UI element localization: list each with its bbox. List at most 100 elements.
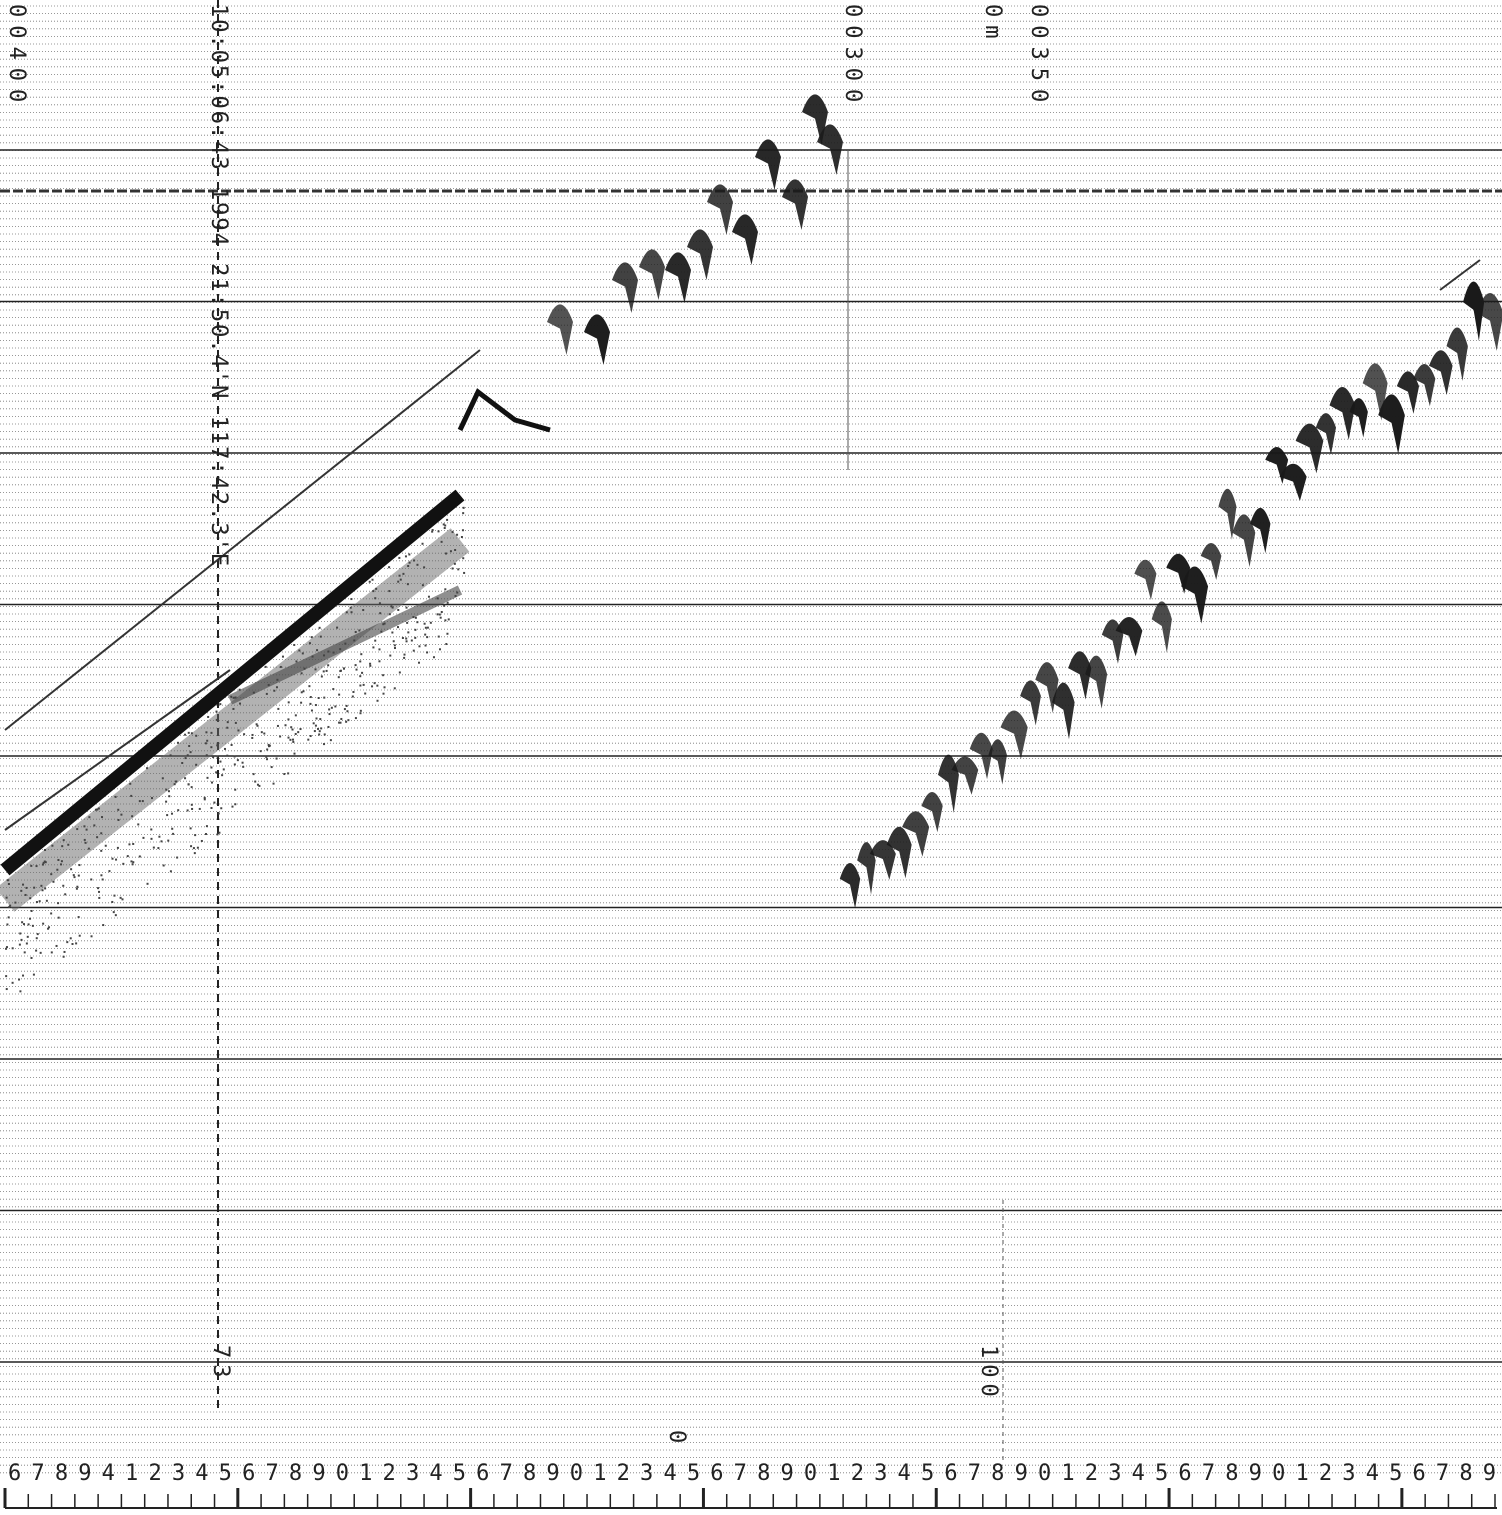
echo-speckle [425, 645, 427, 647]
echo-speckle [44, 849, 46, 851]
echo-speckle [293, 644, 295, 646]
echo-speckle [332, 688, 334, 690]
echo-speckle [176, 857, 178, 859]
echo-speckle [234, 789, 236, 791]
echo-speckle [219, 703, 221, 705]
echo-speckle [320, 727, 322, 729]
echo-speckle [62, 885, 64, 887]
echo-speckle [98, 891, 100, 893]
echo-speckle [139, 800, 141, 802]
echo-speckle [230, 696, 232, 698]
echo-speckle [216, 744, 218, 746]
echo-speckle [338, 694, 340, 696]
echo-speckle [83, 825, 85, 827]
echo-speckle [237, 759, 239, 761]
echo-speckle [42, 923, 44, 925]
echo-speckle [21, 921, 23, 923]
echo-speckle [409, 562, 411, 564]
echo-speckle [216, 833, 218, 835]
echo-speckle [374, 682, 376, 684]
echo-speckle [455, 595, 457, 597]
echo-speckle [375, 588, 377, 590]
echo-speckle [29, 918, 31, 920]
echo-speckle [340, 718, 342, 720]
timestamp: 10:05:06:43 1994 21:50.4'N 117:42.3'E [206, 4, 231, 568]
echo-speckle [413, 559, 415, 561]
echo-speckle [372, 590, 374, 592]
echo-speckle [317, 728, 319, 730]
echo-speckle [235, 722, 237, 724]
echo-speckle [190, 751, 192, 753]
echo-speckle [175, 781, 177, 783]
echo-speckle [197, 847, 199, 849]
echo-speckle [251, 737, 253, 739]
echo-speckle [207, 777, 209, 779]
bottom-scale: 6789412345678901234567890123456789012345… [5, 1461, 1497, 1508]
echo-speckle [56, 945, 58, 947]
echo-speckle [285, 724, 287, 726]
echo-speckle [358, 629, 360, 631]
echo-speckle [300, 728, 302, 730]
echo-speckle [243, 733, 245, 735]
echo-speckle [232, 708, 234, 710]
echo-speckle [316, 649, 318, 651]
echo-speckle [234, 803, 236, 805]
echo-speckle [290, 726, 292, 728]
echo-speckle [315, 668, 317, 670]
echo-speckle [57, 902, 59, 904]
echo-speckle [399, 671, 401, 673]
echo-speckle [450, 550, 452, 552]
echo-speckle [462, 529, 464, 531]
echo-speckle [42, 889, 44, 891]
echo-speckle [122, 898, 124, 900]
echo-speckle [6, 988, 8, 990]
echo-speckle [295, 714, 297, 716]
echo-speckle [391, 632, 393, 634]
echo-speckle [88, 816, 90, 818]
echo-speckle [323, 743, 325, 745]
echo-speckle [315, 725, 317, 727]
echo-speckle [318, 733, 320, 735]
echo-speckle [339, 648, 341, 650]
bottom-echo [840, 863, 860, 908]
echo-speckle [443, 605, 445, 607]
echo-speckle [405, 555, 407, 557]
echo-speckle [165, 789, 167, 791]
echo-speckle [430, 622, 432, 624]
echo-speckle [33, 887, 35, 889]
echo-speckle [355, 631, 357, 633]
echo-speckle [265, 756, 267, 758]
echo-speckle [76, 888, 78, 890]
echo-speckle [115, 796, 117, 798]
echo-speckle [351, 611, 353, 613]
echo-speckle [376, 685, 378, 687]
bottom-echo [687, 229, 713, 280]
echo-speckle [70, 868, 72, 870]
echo-speckle [312, 656, 314, 658]
echo-speckle [28, 923, 30, 925]
echo-speckle [273, 690, 275, 692]
echo-speckle [216, 711, 218, 713]
echo-speckle [418, 662, 420, 664]
echo-speckle [425, 627, 427, 629]
echo-speckle [204, 797, 206, 799]
echo-speckle [117, 847, 119, 849]
echo-speckle [346, 705, 348, 707]
echo-speckle [226, 727, 228, 729]
echo-speckle [380, 631, 382, 633]
echo-speckle [100, 874, 102, 876]
echo-speckle [438, 636, 440, 638]
echo-speckle [260, 750, 262, 752]
echo-speckle [360, 710, 362, 712]
echo-speckle [35, 950, 37, 952]
echo-speckle [211, 782, 213, 784]
echo-speckle [160, 840, 162, 842]
echo-speckle [147, 883, 149, 885]
scale-digits: 6789412345678901234567890123456789012345… [8, 1461, 1496, 1486]
echo-speckle [415, 617, 417, 619]
echo-speckle [5, 975, 7, 977]
echo-speckle [233, 697, 235, 699]
echo-speckle [19, 944, 21, 946]
echo-speckle [73, 874, 75, 876]
echo-speckle [44, 887, 46, 889]
